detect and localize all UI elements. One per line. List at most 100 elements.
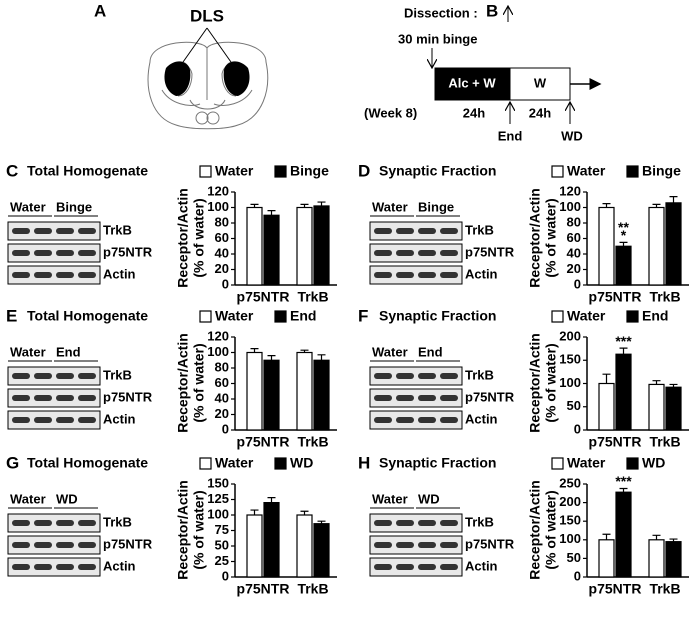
y-tick-label: 100 (207, 344, 229, 359)
y-tick-label: 20 (215, 406, 229, 421)
blot-band (12, 373, 30, 379)
bar (665, 202, 682, 286)
error-bar (652, 203, 661, 208)
blot-band (56, 395, 74, 401)
bar (665, 386, 682, 431)
error-bar (267, 355, 276, 361)
blot-strip (369, 265, 463, 285)
blot-band (396, 564, 414, 570)
blot-band (374, 250, 392, 256)
error-bar (652, 380, 661, 385)
blot-band-label: p75NTR (465, 536, 515, 551)
blot-band (12, 228, 30, 234)
legend-label: End (642, 308, 668, 324)
blot-band (56, 564, 74, 570)
blot-band (78, 228, 96, 234)
legend-label: Binge (642, 163, 681, 179)
error-bar (250, 348, 259, 353)
x-tick-label: p75NTR (589, 289, 642, 305)
y-axis-label: Receptor/Actin (527, 333, 543, 433)
x-tick-label: p75NTR (589, 434, 642, 450)
blot-band (418, 373, 436, 379)
blot-band (440, 542, 458, 548)
y-tick-label: 80 (567, 214, 581, 229)
legend-label: WD (290, 455, 313, 471)
blot-band (12, 564, 30, 570)
y-tick-label: 20 (215, 261, 229, 276)
bar (615, 353, 632, 431)
bar (246, 351, 263, 431)
blot-strip (369, 243, 463, 263)
blot-band (374, 520, 392, 526)
blot-strip (7, 535, 101, 555)
x-tick-label: TrkB (649, 434, 680, 450)
legend-label: Binge (290, 163, 329, 179)
legend-swatch (274, 457, 287, 470)
blot-band (374, 272, 392, 278)
blot-band (374, 564, 392, 570)
blot-band (78, 417, 96, 423)
bar (598, 382, 615, 431)
blot-band (418, 564, 436, 570)
error-bar (300, 349, 309, 353)
y-axis-label: Receptor/Actin (175, 188, 191, 288)
panel-label: A (94, 1, 106, 20)
blot-band (396, 520, 414, 526)
blot-group-label: Water (372, 344, 408, 359)
panel-label: E (6, 306, 17, 325)
legend-label: Water (215, 163, 254, 179)
blot-band (56, 373, 74, 379)
bar (615, 245, 632, 286)
panel-label: G (6, 453, 19, 472)
blot-band (374, 542, 392, 548)
blot-group-label: Water (372, 199, 408, 214)
y-tick-label: 0 (222, 568, 229, 583)
blot-strip (7, 366, 101, 386)
legend-label: Water (567, 308, 606, 324)
blot-band (12, 417, 30, 423)
blot-band (56, 272, 74, 278)
blot-band-label: p75NTR (103, 536, 153, 551)
blot-strip (7, 557, 101, 577)
x-tick-label: TrkB (649, 289, 680, 305)
blot-band (34, 395, 52, 401)
blot-strip (369, 388, 463, 408)
blot-band (396, 272, 414, 278)
blot-band (396, 542, 414, 548)
blot-band (34, 564, 52, 570)
bar (648, 539, 665, 578)
error-bar (300, 203, 309, 208)
blot-band (374, 373, 392, 379)
y-tick-label: 75 (215, 522, 229, 537)
y-axis-label: (% of water) (543, 198, 559, 277)
y-tick-label: 80 (215, 359, 229, 374)
y-tick-label: 150 (559, 352, 581, 367)
y-tick-label: 0 (222, 276, 229, 291)
y-tick-label: 125 (207, 491, 229, 506)
bar (598, 206, 615, 286)
blot-band (418, 520, 436, 526)
blot-band-label: TrkB (465, 222, 494, 237)
x-tick-label: TrkB (649, 581, 680, 597)
blot-band-label: TrkB (103, 514, 132, 529)
blot-band-label: Actin (465, 266, 498, 281)
blot-band (34, 417, 52, 423)
bar (296, 351, 313, 431)
y-tick-label: 100 (559, 375, 581, 390)
blot-band (440, 564, 458, 570)
panel-title: Total Homogenate (27, 455, 148, 471)
legend-swatch (274, 165, 287, 178)
brain-section (147, 41, 269, 130)
x-tick-label: p75NTR (237, 289, 290, 305)
y-axis-label: Receptor/Actin (527, 480, 543, 580)
dissection-label: Dissection : (404, 5, 478, 20)
x-tick-label: TrkB (297, 434, 328, 450)
y-tick-label: 120 (559, 183, 581, 198)
blot-strip (369, 513, 463, 533)
error-bar (602, 203, 611, 208)
bar (313, 523, 330, 578)
blot-strip (369, 221, 463, 241)
error-bar (652, 534, 661, 540)
legend-swatch (551, 310, 564, 323)
legend-swatch (199, 165, 212, 178)
